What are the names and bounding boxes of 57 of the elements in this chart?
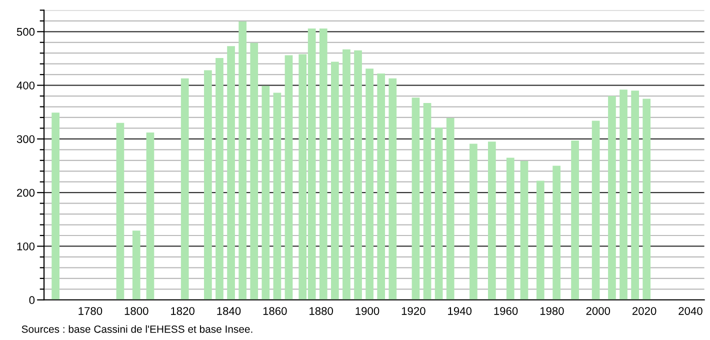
- bar: [608, 96, 616, 300]
- x-tick-label: 1900: [356, 307, 380, 315]
- bar: [423, 103, 432, 300]
- bar: [116, 122, 124, 300]
- x-tick-label: 1940: [448, 307, 472, 315]
- y-tick-label: 300: [16, 135, 35, 144]
- bar: [446, 118, 454, 300]
- bar: [506, 158, 514, 300]
- bar: [520, 160, 528, 300]
- y-tick-label: 400: [16, 82, 35, 90]
- bar: [571, 140, 579, 300]
- bar: [52, 112, 60, 300]
- bar: [180, 78, 189, 300]
- bar: [319, 28, 328, 300]
- bar: [631, 90, 639, 300]
- x-tick-label: 2000: [586, 307, 610, 315]
- x-tick-label: 2040: [678, 307, 702, 315]
- y-tick-label: 100: [17, 242, 35, 250]
- bar: [536, 180, 544, 300]
- bar: [377, 74, 386, 300]
- x-tick-label: 1960: [494, 307, 518, 315]
- x-tick-label: 1840: [217, 307, 241, 315]
- x-tick-label: 1800: [124, 307, 148, 315]
- bar: [552, 166, 560, 300]
- bar: [354, 50, 362, 300]
- bar: [204, 70, 212, 300]
- x-tick-label: 1880: [310, 307, 333, 315]
- x-tick-label: 1820: [171, 307, 194, 315]
- bar: [227, 46, 235, 300]
- bar: [330, 62, 339, 300]
- bar: [146, 132, 154, 300]
- bar: [412, 98, 420, 300]
- bar: [132, 230, 140, 300]
- bar: [642, 98, 651, 300]
- bar: [273, 92, 282, 300]
- bar: [592, 120, 600, 300]
- bar: [470, 144, 478, 300]
- bar: [216, 58, 224, 300]
- x-tick-label: 1980: [540, 307, 564, 315]
- bar: [488, 142, 496, 300]
- bar: [620, 90, 628, 300]
- bar: [238, 21, 246, 300]
- bar: [342, 49, 350, 300]
- bar: [262, 86, 270, 300]
- bar: [366, 68, 374, 300]
- x-tick-label: 1780: [78, 307, 102, 315]
- bar: [284, 55, 293, 300]
- bar: [250, 42, 258, 300]
- y-tick-label: 0: [29, 296, 35, 304]
- source-note: Sources : base Cassini de l'EHESS et base Insee.: [22, 325, 252, 333]
- y-tick-label: 500: [16, 28, 35, 36]
- x-tick-label: 1860: [263, 307, 287, 315]
- x-tick-label: 2020: [632, 307, 656, 315]
- bar: [434, 128, 443, 300]
- y-tick-label: 200: [17, 188, 35, 197]
- bar: [388, 78, 397, 300]
- x-tick-label: 1920: [402, 307, 426, 315]
